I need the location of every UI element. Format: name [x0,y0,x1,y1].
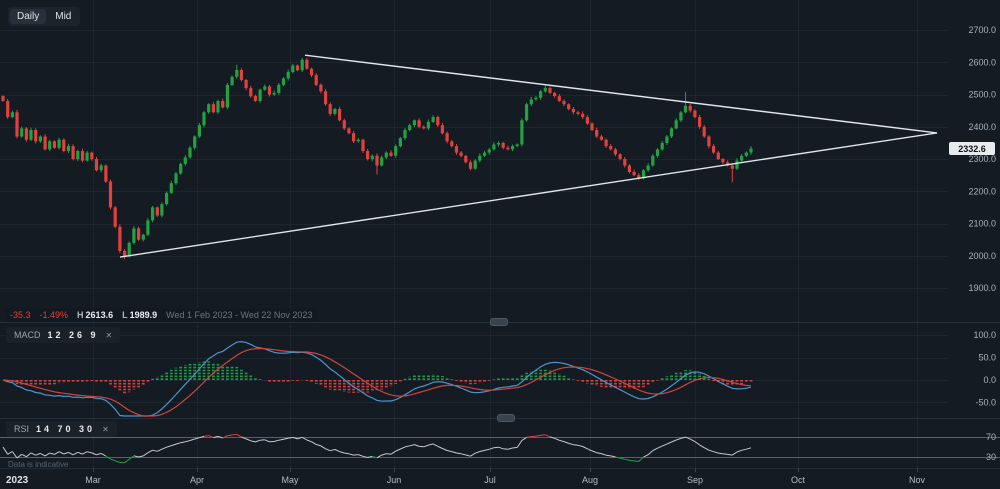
macd-line [2,340,752,417]
month-label: Aug [582,475,598,485]
macd-close-icon[interactable]: ✕ [105,330,113,340]
macd-tick-label: 50.0 [978,353,996,363]
panel-resize-handle-macd[interactable] [490,318,508,326]
price-stats-row: -35.3 -1.49% H 2613.6 L 1989.9 Wed 1 Feb 2… [5,308,318,322]
month-label: Apr [190,475,204,485]
price-tick-label: 2700.0 [968,25,996,35]
trendline [119,132,938,258]
month-label: May [281,475,299,485]
price-change-percent: -1.49% [39,310,69,320]
data-indicative-note: Data is indicative [8,460,69,469]
macd-tick-label: 0.0 [983,375,996,385]
price-tick-label: 2300.0 [968,154,996,164]
rsi-line [2,433,752,464]
rsi-legend[interactable]: RSI 14 70 30 ✕ [6,421,117,437]
rsi-params: 14 70 30 [36,424,96,434]
macd-tick-label: -50.0 [975,397,996,407]
session-low: L 1989.9 [122,310,158,320]
session-high: H 2613.6 [77,310,114,320]
rsi-label: RSI [14,424,30,434]
price-tick-label: 2200.0 [968,186,996,196]
timeframe-daily-button[interactable]: Daily [10,9,47,24]
month-label: Sep [687,475,703,485]
rsi-tick-label: 30 [986,452,996,462]
year-label: 2023 [6,475,29,486]
rsi-tick-label: 70 [986,432,996,442]
month-label: Jul [484,475,496,485]
macd-label: MACD [14,330,41,340]
price-tick-label: 1900.0 [968,283,996,293]
price-tick-label: 2600.0 [968,57,996,67]
timeframe-toolbar: Daily Mid [8,7,81,26]
last-price-label: 2332.6 [949,142,995,155]
macd-params: 12 26 9 [47,330,99,340]
price-tick-label: 2500.0 [968,90,996,100]
month-label: Jun [387,475,402,485]
macd-legend[interactable]: MACD 12 26 9 ✕ [6,327,121,343]
month-label: Oct [791,475,806,485]
trendline [304,54,938,134]
price-tick-label: 2400.0 [968,122,996,132]
chart-type-mid-button[interactable]: Mid [55,11,72,22]
price-tick-label: 2100.0 [968,219,996,229]
rsi-close-icon[interactable]: ✕ [102,424,109,434]
date-range: Wed 1 Feb 2023 - Wed 22 Nov 2023 [166,310,313,320]
price-tick-label: 2000.0 [968,251,996,261]
month-label: Mar [85,475,101,485]
price-change: -35.3 [10,310,31,320]
macd-signal-line [2,347,752,417]
macd-tick-label: 100.0 [973,330,996,340]
month-label: Nov [909,475,926,485]
panel-resize-handle-rsi[interactable] [497,414,515,422]
candlestick-series [1,57,753,260]
